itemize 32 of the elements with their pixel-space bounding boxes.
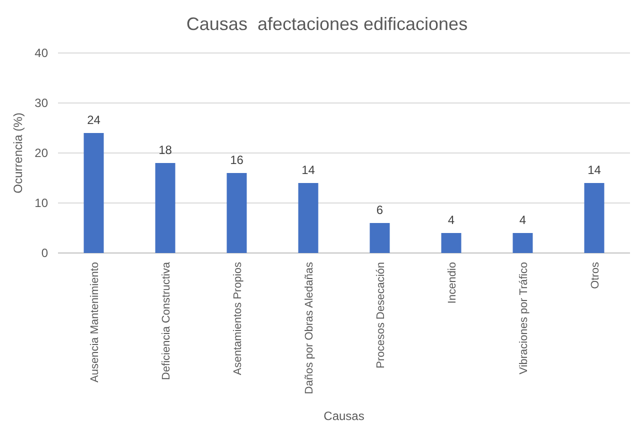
data-label: 16 (230, 153, 244, 167)
x-tick-label: Ausencia Mantenimiento (88, 262, 101, 382)
data-label: 4 (519, 213, 526, 227)
x-tick-label: Deficiencia Constructiva (160, 261, 172, 380)
data-label: 24 (87, 113, 101, 127)
bar (370, 223, 390, 253)
bar (298, 183, 318, 253)
bar (584, 183, 604, 253)
data-label: 4 (448, 213, 455, 227)
chart-title: Causas afectaciones edificaciones (186, 14, 468, 34)
bar (512, 233, 533, 253)
x-axis-title: Causas (324, 409, 364, 423)
data-label: 14 (302, 163, 316, 177)
y-axis-title: Ocurrencia (%) (11, 112, 25, 194)
data-label: 6 (376, 203, 384, 217)
x-tick-label: Asentamientos Propios (232, 262, 244, 376)
x-tick-label: Vibraciones por Tráfico (518, 262, 530, 374)
x-tick-label: Daños por Obras Aledañas (303, 262, 316, 394)
y-tick-label: 10 (34, 196, 48, 210)
bar (84, 133, 104, 253)
y-tick-label: 30 (34, 96, 48, 110)
bar (441, 233, 462, 253)
bar (226, 173, 247, 253)
bar (155, 163, 176, 253)
x-tick-label: Incendio (446, 262, 458, 304)
y-tick-label: 40 (34, 46, 48, 60)
data-label: 18 (158, 143, 172, 157)
data-label: 14 (588, 163, 602, 177)
x-tick-label: Procesos Desecación (374, 262, 387, 368)
x-tick-label: Otros (589, 262, 602, 289)
y-tick-label: 0 (41, 246, 48, 260)
y-tick-label: 20 (34, 146, 48, 160)
